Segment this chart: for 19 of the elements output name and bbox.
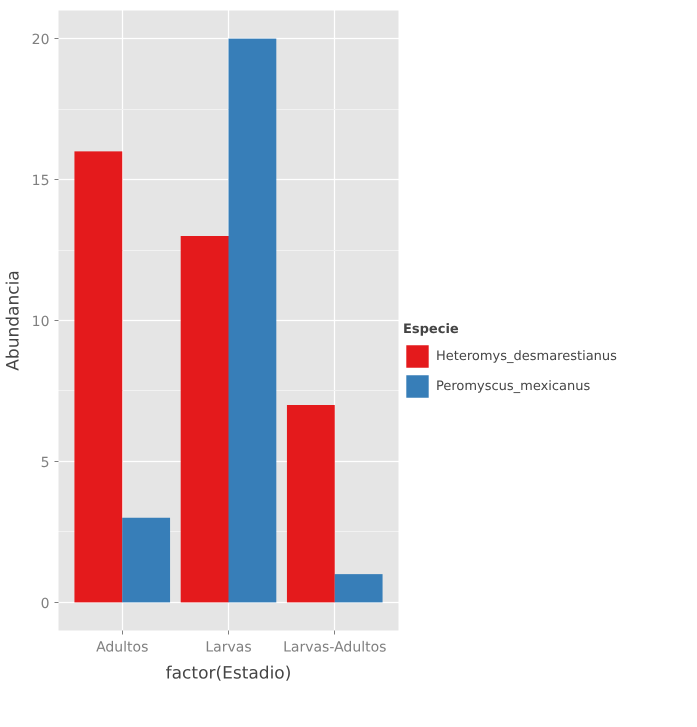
bar [286, 405, 335, 602]
legend-label: Heteromys_desmarestianus [436, 348, 617, 364]
bar [74, 151, 122, 602]
bar [122, 518, 170, 602]
x-axis-title: factor(Estadio) [166, 664, 292, 684]
bar [228, 38, 276, 602]
x-tick-label: Larvas-Adultos [283, 640, 386, 656]
y-tick-label: 15 [32, 173, 50, 190]
y-tick-label: 10 [32, 314, 50, 330]
bar [334, 574, 383, 602]
x-tick-label: Larvas [205, 640, 252, 656]
legend-label: Peromyscus_mexicanus [436, 378, 590, 394]
y-tick-label: 0 [40, 596, 50, 612]
x-tick-label: Adultos [96, 640, 148, 656]
y-tick-label: 20 [32, 32, 50, 48]
y-axis-title: Abundancia [4, 270, 24, 371]
y-tick-label: 5 [40, 454, 50, 471]
bar [180, 236, 228, 602]
legend-title: Especie [403, 322, 460, 337]
